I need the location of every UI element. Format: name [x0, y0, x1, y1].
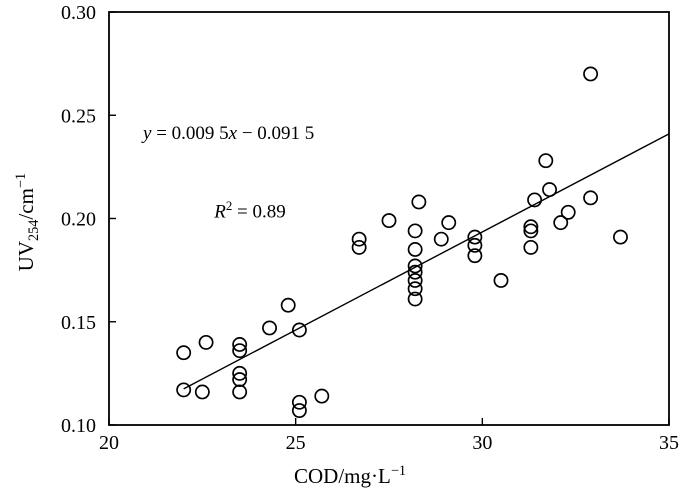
trend-line	[183, 133, 670, 390]
data-point	[441, 215, 457, 231]
data-point	[493, 273, 509, 288]
data-point	[583, 190, 599, 206]
data-point	[194, 384, 210, 400]
data-point	[538, 153, 554, 169]
data-point	[407, 273, 423, 288]
data-point	[351, 239, 367, 255]
data-point	[232, 384, 248, 400]
equation-var-x: x	[228, 123, 238, 144]
y-tick-label: 0.25	[61, 105, 96, 127]
equation-var-y: y	[143, 123, 152, 144]
r-squared-label: R2 = 0.89	[143, 194, 357, 224]
x-tick-label: 35	[659, 432, 679, 454]
data-point	[291, 394, 307, 410]
data-point	[407, 258, 423, 274]
x-axis-title: COD/mg·L−1	[0, 463, 700, 489]
y-tick-label: 0.20	[61, 209, 96, 231]
y-axis-title-exponent: −1	[12, 172, 29, 189]
data-point	[407, 223, 423, 239]
data-point	[351, 231, 367, 247]
y-axis-title-subscript: 254	[26, 219, 43, 241]
y-tick-label: 0.15	[61, 312, 96, 334]
data-point	[280, 297, 296, 313]
data-point	[523, 223, 539, 239]
data-point	[523, 239, 539, 255]
data-point	[553, 215, 569, 231]
data-point	[381, 213, 397, 229]
data-point	[291, 403, 307, 418]
data-point	[176, 345, 192, 361]
x-axis-title-text: COD/mg·L	[293, 464, 391, 488]
data-point	[467, 237, 483, 253]
data-point	[467, 248, 483, 264]
data-point	[198, 334, 214, 350]
y-axis-title-text: UV	[13, 240, 38, 272]
data-point	[560, 204, 576, 220]
data-point	[527, 192, 543, 208]
x-tick-label: 25	[286, 432, 306, 454]
data-point	[613, 229, 628, 245]
data-point	[407, 291, 423, 307]
data-point	[232, 365, 248, 381]
y-tick-label: 0.30	[61, 2, 96, 24]
r-symbol: R	[214, 201, 226, 223]
y-axis-title: UV254/cm−1	[13, 122, 43, 322]
y-tick-label: 0.10	[61, 415, 96, 437]
y-axis-title-unit: /cm	[13, 188, 38, 220]
data-point	[583, 66, 599, 82]
regression-equation: y = 0.009 5x − 0.091 5	[143, 122, 357, 146]
data-point	[291, 322, 307, 338]
equation-mid: = 0.009 5	[151, 123, 229, 144]
data-point	[232, 337, 248, 352]
data-point	[314, 388, 330, 404]
data-point	[467, 229, 483, 245]
data-point	[407, 281, 423, 297]
data-point	[542, 182, 557, 198]
data-point	[407, 242, 423, 257]
data-point	[407, 264, 423, 280]
equation-end: − 0.091 5	[237, 123, 315, 144]
r-exponent: 2	[225, 198, 233, 213]
data-point	[262, 320, 277, 336]
data-point	[523, 219, 539, 235]
x-tick-label: 20	[99, 432, 119, 454]
data-point	[232, 343, 248, 359]
data-point	[411, 194, 427, 210]
data-point	[433, 231, 449, 247]
x-axis-title-exponent: −1	[390, 463, 406, 479]
r-value: = 0.89	[232, 201, 286, 223]
x-tick-label: 30	[472, 432, 492, 454]
data-point	[176, 382, 192, 398]
equation-annotation: y = 0.009 5x − 0.091 5 R2 = 0.89	[143, 74, 357, 272]
